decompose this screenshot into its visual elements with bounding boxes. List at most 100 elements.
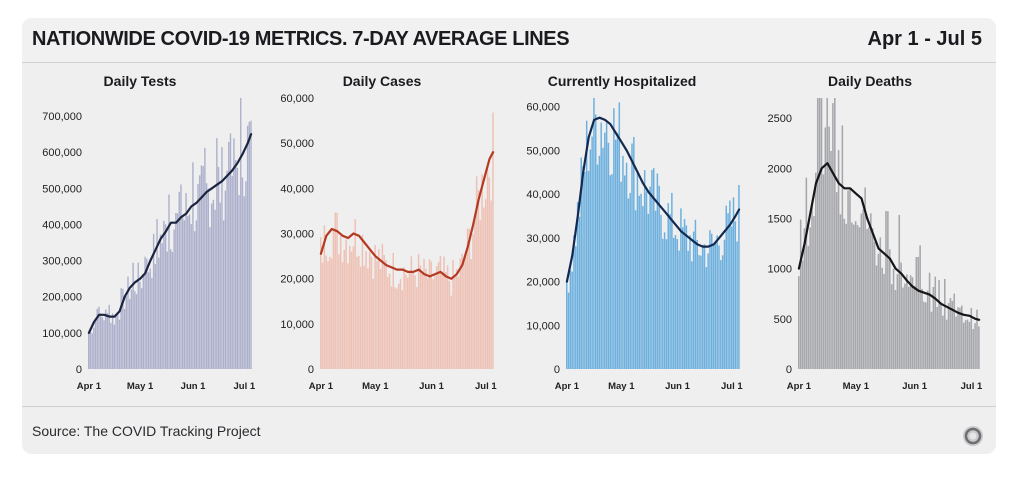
chart1-bar: [154, 264, 157, 369]
chart2-bar: [354, 219, 356, 369]
chart1-bar: [106, 313, 109, 369]
chart3-bar: [734, 221, 737, 369]
chart3-bar: [629, 192, 631, 369]
loading-spinner-icon[interactable]: [962, 425, 984, 447]
chart4-bar: [847, 190, 849, 369]
chart1-bar: [180, 184, 182, 369]
chart1-avg-line: [87, 132, 253, 334]
chart3-bar: [584, 171, 586, 369]
chart3-bar: [667, 203, 669, 369]
chart4-bar: [949, 298, 952, 369]
chart4-bar: [925, 302, 927, 369]
chart3-bar: [569, 270, 572, 369]
chart2-bar: [484, 199, 487, 369]
chart2-ytick-label: 40,000: [280, 183, 314, 195]
chart3-bar: [689, 235, 691, 369]
chart2-bar: [481, 174, 483, 369]
chart1-bar: [125, 296, 127, 369]
chart2-bar: [443, 256, 445, 369]
chart2-bar: [483, 207, 485, 369]
chart1-bar: [234, 160, 237, 369]
chart1-bar: [158, 257, 160, 369]
chart2-xtick-label: May 1: [362, 381, 389, 392]
chart4-bar: [830, 150, 832, 369]
chart-4: Daily Deaths 0 500 1000 1500 2000 2500 Apr 1 May…: [768, 73, 983, 392]
chart2-bar: [397, 283, 400, 369]
chart4-bar: [877, 253, 880, 369]
chart4-bar: [858, 227, 861, 369]
chart2-bar: [367, 268, 369, 369]
chart4-bar: [938, 280, 940, 369]
chart1-bar: [130, 289, 133, 369]
chart1-bar: [192, 162, 194, 369]
chart4-bar: [807, 245, 810, 369]
chart4-bar: [978, 326, 980, 369]
chart3-bar: [716, 235, 718, 369]
chart2-bar: [378, 249, 380, 369]
chart1-bar: [176, 213, 179, 369]
chart1-bar: [231, 175, 233, 369]
chart2-bar: [448, 281, 451, 369]
chart1-bar: [98, 306, 100, 369]
chart2-xtick-label: Jul 1: [475, 381, 497, 392]
chart3-bar: [613, 108, 615, 369]
chart1-bar: [156, 219, 158, 369]
chart2-bar: [363, 265, 365, 369]
chart2-bar: [365, 251, 367, 369]
chart4-bar: [953, 293, 956, 369]
chart1-bar: [134, 291, 136, 369]
chart3-bar: [660, 214, 662, 369]
chart4-bar: [813, 216, 815, 369]
chart3-bar: [618, 102, 621, 370]
chart1-bar: [120, 288, 122, 369]
chart4-bar: [818, 98, 821, 369]
chart4-bar: [890, 284, 893, 369]
chart2-bar: [459, 258, 462, 369]
chart4-bar: [881, 267, 883, 369]
chart4-bar: [868, 227, 870, 369]
chart1-bar: [149, 268, 151, 369]
chart3-bar: [736, 241, 738, 369]
chart2-bar: [436, 266, 438, 369]
chart4-bar: [966, 319, 969, 369]
chart2-bar: [320, 237, 322, 369]
chart2-bar: [352, 246, 355, 369]
chart1-bar: [147, 272, 150, 369]
chart1-bar: [132, 262, 134, 369]
chart3-bar: [656, 173, 659, 369]
chart4-bar: [873, 241, 876, 369]
chart1-bar: [151, 277, 153, 369]
chart1-bar: [135, 294, 138, 369]
chart4-bar: [898, 214, 901, 369]
chart4-bar: [811, 203, 813, 369]
chart2-bar: [381, 243, 384, 369]
chart1-bar: [113, 324, 116, 369]
chart4-bar: [911, 277, 914, 369]
chart2-bar: [490, 200, 492, 369]
chart2-bar: [338, 254, 340, 369]
chart2-bar: [347, 263, 349, 369]
chart1-bar: [240, 98, 242, 369]
chart3-bar: [672, 237, 675, 369]
chart3-bar: [622, 155, 624, 369]
chart3-bar: [709, 230, 711, 369]
chart4-ytick-label: 2500: [768, 113, 792, 125]
chart1-bar: [115, 313, 117, 369]
chart1-bar: [228, 141, 230, 369]
chart1-ytick-label: 600,000: [42, 147, 82, 159]
chart3-bar: [575, 246, 577, 369]
chart2-bar: [477, 190, 480, 369]
chart1-xtick-label: May 1: [127, 381, 154, 392]
chart2-bar: [327, 261, 329, 369]
chart3-bar: [683, 219, 686, 369]
chart4-bar: [816, 98, 819, 369]
chart4-bar: [940, 302, 942, 369]
chart3-bar: [687, 250, 689, 369]
chart2-avg-line: [319, 151, 495, 280]
chart4-bar: [832, 103, 834, 369]
chart3-bar: [600, 122, 602, 369]
chart1-bar: [241, 177, 244, 369]
chart2-bar: [417, 253, 420, 369]
chart2-bar: [441, 272, 443, 369]
chart2-bar: [434, 275, 436, 369]
